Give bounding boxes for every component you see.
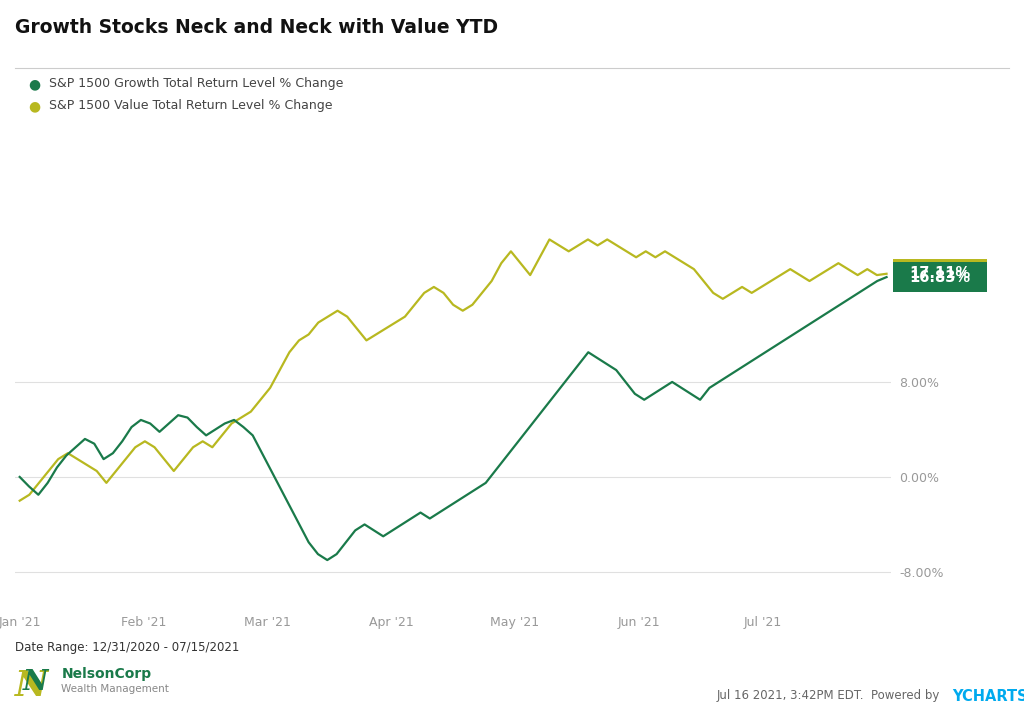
Text: 17.11%: 17.11% bbox=[909, 266, 971, 281]
Text: S&P 1500 Value Total Return Level % Change: S&P 1500 Value Total Return Level % Chan… bbox=[49, 99, 333, 112]
Text: ●: ● bbox=[29, 77, 41, 91]
Text: S&P 1500 Growth Total Return Level % Change: S&P 1500 Growth Total Return Level % Cha… bbox=[49, 77, 343, 90]
Text: NelsonCorp: NelsonCorp bbox=[61, 667, 152, 681]
Text: N: N bbox=[23, 669, 48, 696]
Text: 16.83%: 16.83% bbox=[909, 270, 971, 285]
Text: N: N bbox=[15, 669, 48, 702]
Text: YCHARTS: YCHARTS bbox=[952, 689, 1024, 704]
Text: Date Range: 12/31/2020 - 07/15/2021: Date Range: 12/31/2020 - 07/15/2021 bbox=[15, 641, 240, 654]
Text: Jul 16 2021, 3:42PM EDT.  Powered by: Jul 16 2021, 3:42PM EDT. Powered by bbox=[717, 689, 944, 702]
Text: Wealth Management: Wealth Management bbox=[61, 684, 169, 695]
Text: Growth Stocks Neck and Neck with Value YTD: Growth Stocks Neck and Neck with Value Y… bbox=[15, 18, 499, 37]
Text: ●: ● bbox=[29, 99, 41, 113]
